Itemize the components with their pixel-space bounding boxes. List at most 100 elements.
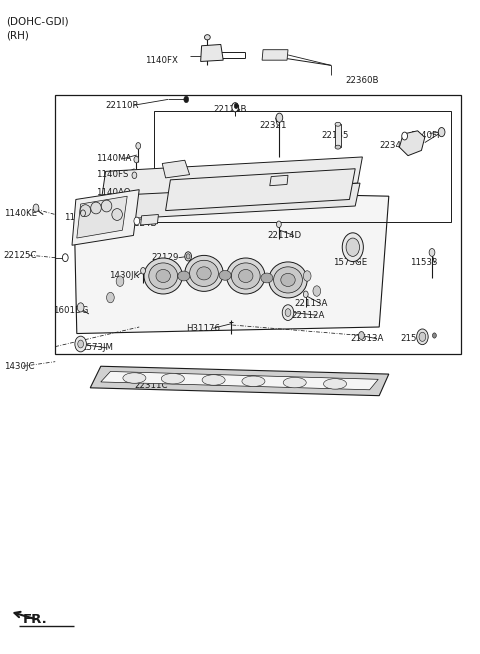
Polygon shape bbox=[95, 183, 360, 220]
Polygon shape bbox=[77, 196, 127, 238]
Circle shape bbox=[303, 271, 311, 281]
Text: 22110R: 22110R bbox=[106, 101, 139, 110]
Text: 22341B: 22341B bbox=[379, 141, 413, 150]
Circle shape bbox=[33, 204, 39, 212]
Text: 11533: 11533 bbox=[410, 258, 438, 267]
Circle shape bbox=[282, 305, 294, 320]
Text: 22124B: 22124B bbox=[124, 218, 157, 228]
Polygon shape bbox=[74, 193, 389, 334]
Text: 1430JK: 1430JK bbox=[109, 271, 140, 281]
Text: 22129: 22129 bbox=[152, 253, 179, 262]
Text: 1140FX: 1140FX bbox=[145, 56, 178, 65]
Circle shape bbox=[186, 254, 190, 259]
Circle shape bbox=[359, 332, 364, 339]
Ellipse shape bbox=[123, 373, 146, 383]
Circle shape bbox=[136, 143, 141, 149]
Ellipse shape bbox=[101, 200, 112, 212]
Ellipse shape bbox=[239, 269, 253, 283]
Text: 21513A: 21513A bbox=[350, 334, 384, 343]
Ellipse shape bbox=[202, 375, 225, 385]
Polygon shape bbox=[262, 50, 288, 60]
Text: 1573JM: 1573JM bbox=[81, 343, 113, 353]
Text: 1573GE: 1573GE bbox=[333, 258, 367, 267]
Ellipse shape bbox=[190, 260, 218, 286]
Text: 1140AO: 1140AO bbox=[96, 188, 131, 197]
Text: 1140KE: 1140KE bbox=[4, 209, 37, 218]
Circle shape bbox=[62, 254, 68, 262]
Text: 1601DG: 1601DG bbox=[53, 306, 88, 315]
Circle shape bbox=[438, 128, 445, 137]
Text: 22113A: 22113A bbox=[294, 299, 328, 308]
Circle shape bbox=[81, 210, 85, 216]
Ellipse shape bbox=[335, 122, 341, 126]
Ellipse shape bbox=[281, 273, 295, 286]
Circle shape bbox=[234, 103, 238, 109]
Polygon shape bbox=[141, 215, 158, 225]
Text: 21512: 21512 bbox=[401, 334, 428, 343]
Circle shape bbox=[402, 132, 408, 140]
Ellipse shape bbox=[178, 271, 190, 281]
Ellipse shape bbox=[335, 145, 341, 149]
Circle shape bbox=[417, 329, 428, 345]
Polygon shape bbox=[166, 169, 355, 211]
Ellipse shape bbox=[231, 263, 260, 289]
Circle shape bbox=[285, 309, 291, 317]
Polygon shape bbox=[72, 190, 139, 245]
Circle shape bbox=[276, 221, 281, 228]
Text: 1140MA: 1140MA bbox=[96, 154, 132, 164]
Circle shape bbox=[276, 113, 283, 122]
Text: 1430JC: 1430JC bbox=[4, 362, 35, 371]
Text: 22112A: 22112A bbox=[291, 311, 324, 320]
Text: 22360B: 22360B bbox=[346, 76, 379, 85]
Text: 22135: 22135 bbox=[322, 131, 349, 140]
Circle shape bbox=[134, 156, 139, 163]
Circle shape bbox=[303, 291, 308, 298]
Circle shape bbox=[141, 267, 145, 274]
Ellipse shape bbox=[242, 376, 265, 387]
Polygon shape bbox=[90, 366, 389, 396]
Polygon shape bbox=[270, 175, 288, 186]
Circle shape bbox=[346, 238, 360, 256]
Ellipse shape bbox=[91, 202, 101, 214]
Text: 22124B: 22124B bbox=[214, 105, 247, 114]
Ellipse shape bbox=[274, 267, 302, 293]
Circle shape bbox=[132, 172, 137, 179]
Text: 22114D: 22114D bbox=[267, 231, 301, 240]
Text: H31176: H31176 bbox=[186, 324, 220, 333]
Circle shape bbox=[77, 303, 84, 312]
Ellipse shape bbox=[204, 35, 210, 40]
Circle shape bbox=[419, 332, 426, 341]
Circle shape bbox=[75, 336, 86, 352]
Ellipse shape bbox=[219, 271, 231, 280]
Text: (DOHC-GDI)
(RH): (DOHC-GDI) (RH) bbox=[6, 16, 68, 41]
Ellipse shape bbox=[269, 262, 307, 298]
Ellipse shape bbox=[185, 255, 223, 292]
Circle shape bbox=[313, 286, 321, 296]
Polygon shape bbox=[102, 157, 362, 198]
Circle shape bbox=[185, 252, 192, 261]
Ellipse shape bbox=[197, 267, 211, 280]
Ellipse shape bbox=[261, 273, 273, 283]
Polygon shape bbox=[201, 44, 223, 61]
Polygon shape bbox=[162, 160, 190, 178]
Circle shape bbox=[134, 217, 140, 225]
Polygon shape bbox=[335, 124, 341, 147]
Circle shape bbox=[78, 340, 84, 348]
Circle shape bbox=[116, 276, 124, 286]
Circle shape bbox=[232, 103, 239, 112]
Text: 22124B: 22124B bbox=[269, 175, 302, 184]
Text: 1140MA: 1140MA bbox=[64, 213, 99, 222]
Text: 22321: 22321 bbox=[259, 121, 287, 130]
Ellipse shape bbox=[156, 269, 170, 283]
Ellipse shape bbox=[227, 258, 265, 294]
Text: 1140FF: 1140FF bbox=[410, 131, 443, 140]
Ellipse shape bbox=[112, 209, 122, 220]
Text: 22311C: 22311C bbox=[134, 381, 168, 390]
Text: FR.: FR. bbox=[23, 613, 48, 627]
Circle shape bbox=[342, 233, 363, 262]
Ellipse shape bbox=[149, 263, 178, 289]
Circle shape bbox=[432, 333, 436, 338]
Ellipse shape bbox=[144, 258, 182, 294]
Circle shape bbox=[184, 96, 189, 103]
Ellipse shape bbox=[283, 377, 306, 388]
